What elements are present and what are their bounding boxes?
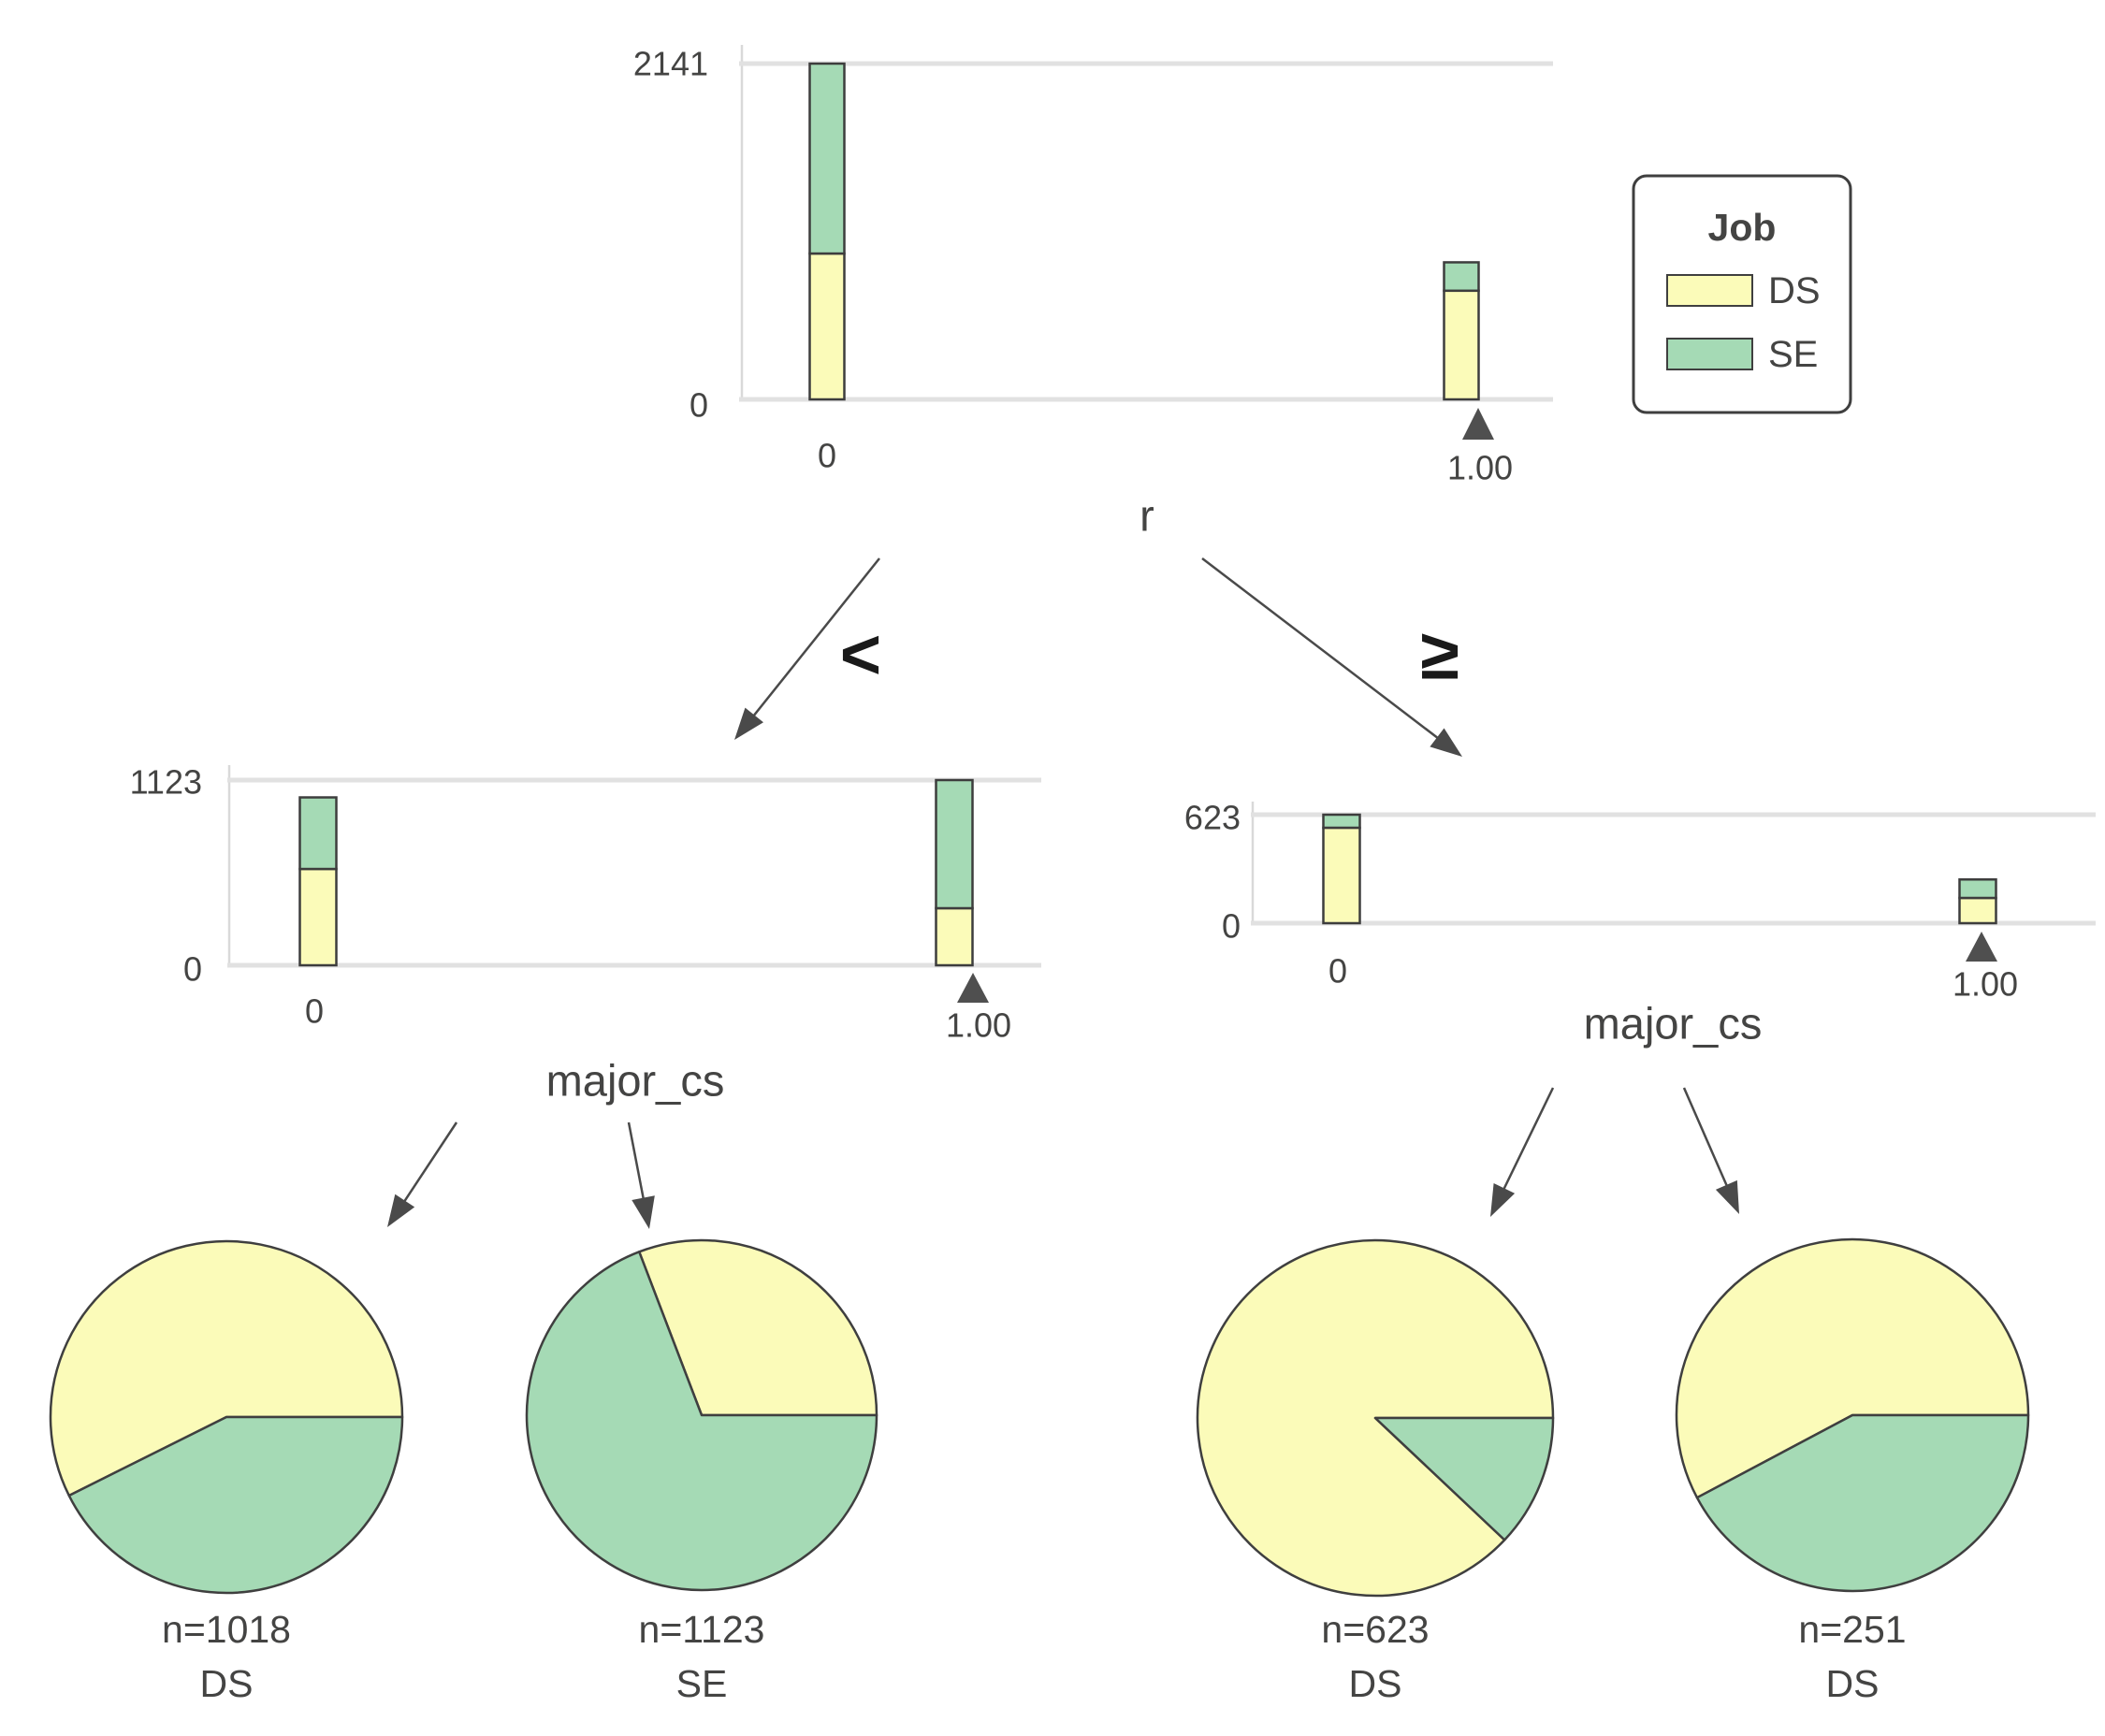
left-feature-label: major_cs — [546, 1056, 725, 1106]
right-histogram-node: 623 0 0 1.00 major_cs — [1184, 799, 2096, 1049]
leaf-pie-1-node: n=1018 DS — [49, 1239, 404, 1705]
leaf-pie-1 — [49, 1239, 404, 1595]
right-xtick-0: 0 — [1328, 952, 1347, 991]
right-xtick-1: 1.00 — [1953, 965, 2018, 1004]
right-split-marker-icon — [1966, 932, 1997, 962]
leaf-1-n-label: n=1018 — [162, 1608, 291, 1651]
right-feature-label: major_cs — [1584, 999, 1763, 1049]
leaf-4-class-label: DS — [1826, 1662, 1880, 1705]
leaf-4-n-label: n=251 — [1798, 1608, 1906, 1651]
root-bars — [808, 62, 1480, 401]
left-xtick-0: 0 — [305, 992, 324, 1031]
root-xtick-0: 0 — [818, 437, 836, 475]
root-feature-label: r — [1140, 491, 1154, 541]
leaf-1-class-label: DS — [200, 1662, 254, 1705]
legend-title: Job — [1708, 206, 1777, 249]
leaf-pie-3-node: n=623 DS — [1196, 1238, 1555, 1705]
legend: Job DS SE — [1632, 174, 1852, 414]
left-yzero-label: 0 — [183, 950, 202, 989]
root-yzero-label: 0 — [690, 386, 708, 425]
root-xtick-1: 1.00 — [1447, 449, 1513, 487]
right-ymax-label: 623 — [1184, 799, 1241, 837]
root-histogram-node: 2141 0 0 1.00 r — [633, 45, 1553, 541]
right-yzero-label: 0 — [1222, 907, 1241, 946]
left-xtick-1: 1.00 — [946, 1006, 1011, 1045]
edge-label-less-than: < — [840, 615, 881, 695]
leaf-pie-2 — [525, 1238, 878, 1592]
leaf-pie-2-node: n=1123 SE — [525, 1238, 878, 1705]
leaf-pie-3 — [1196, 1238, 1555, 1598]
legend-swatch-ds — [1666, 274, 1753, 307]
right-bars — [1322, 813, 1997, 925]
leaf-3-class-label: DS — [1349, 1662, 1402, 1705]
leaf-pie-4-node: n=251 DS — [1675, 1237, 2030, 1705]
left-split-marker-icon — [957, 973, 989, 1003]
leaf-2-class-label: SE — [676, 1662, 728, 1705]
left-bars — [298, 778, 974, 967]
tree-edges — [387, 557, 1739, 1229]
left-histogram-node: 1123 0 0 1.00 major_cs — [130, 763, 1041, 1106]
root-split-marker-icon — [1462, 408, 1494, 440]
root-ymax-label: 2141 — [633, 45, 708, 83]
legend-swatch-se — [1666, 338, 1753, 370]
leaf-pie-4 — [1675, 1237, 2030, 1593]
left-ymax-label: 1123 — [130, 763, 202, 802]
leaf-3-n-label: n=623 — [1321, 1608, 1429, 1651]
legend-label-se: SE — [1768, 334, 1818, 375]
edge-label-greater-equal: ≥ — [1420, 615, 1459, 695]
legend-label-ds: DS — [1768, 270, 1821, 311]
leaf-2-n-label: n=1123 — [639, 1608, 765, 1651]
